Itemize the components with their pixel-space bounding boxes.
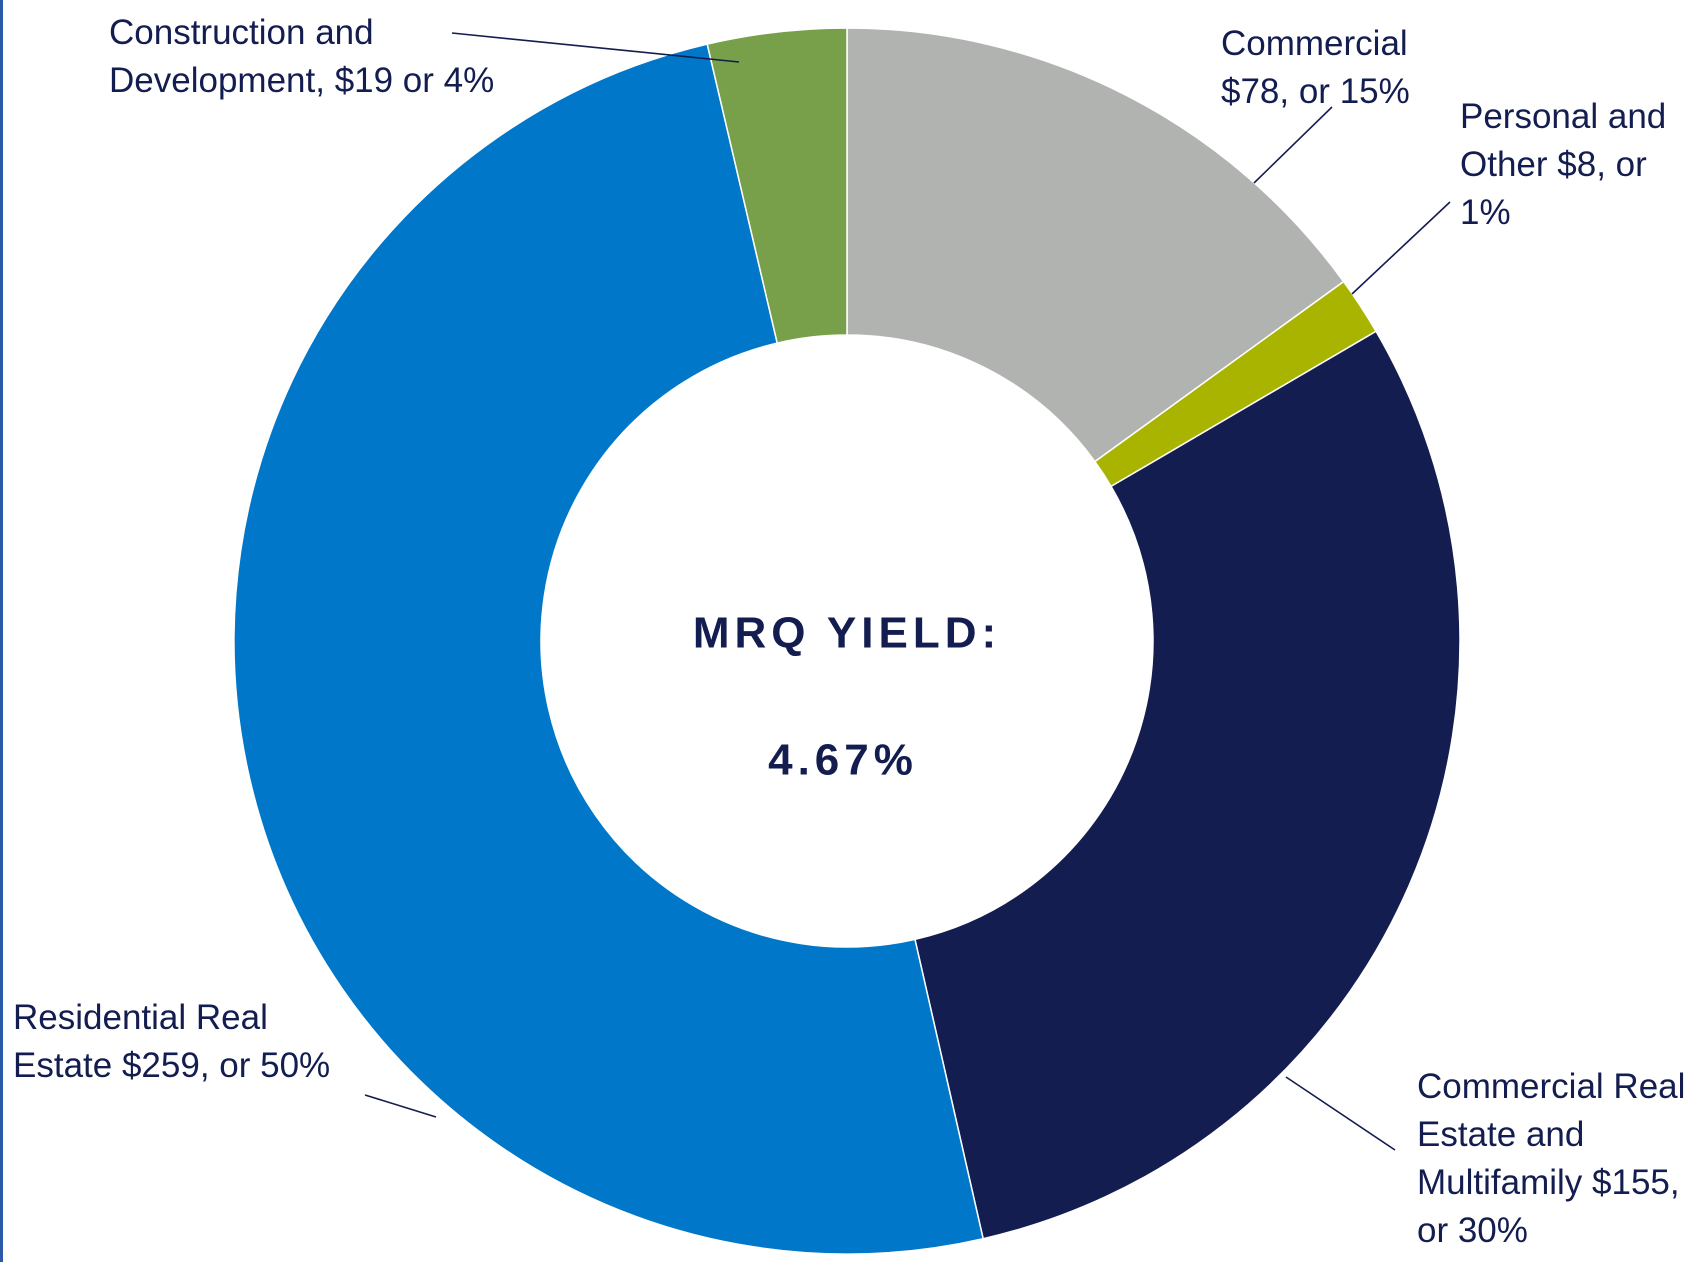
slice (846, 27, 1345, 463)
data-label: Commercial $78, or 15% (1221, 20, 1461, 116)
leader-line (451, 32, 740, 63)
value-label: $19 or 4% (334, 61, 495, 100)
leader-line (1253, 106, 1333, 184)
data-label: Personal and Other $8, or 1% (1460, 93, 1705, 237)
category-name: Commercial (1221, 24, 1408, 63)
category-name: Commercial Real Estate and Multifamily (1417, 1067, 1686, 1202)
category-name: Construction and Development, (109, 13, 374, 100)
category-name: Residential Real Estate (13, 998, 268, 1085)
slice (706, 27, 848, 344)
data-label: Construction and Development, $19 or 4% (109, 9, 539, 105)
leader-line (364, 1094, 437, 1118)
value-label: $259, or 50% (121, 1046, 331, 1085)
slices (233, 27, 1461, 1255)
value-label: $155, or 30% (1417, 1163, 1680, 1250)
value-label: $8, or 1% (1460, 145, 1647, 232)
category-name: Personal and Other (1460, 97, 1667, 184)
center-value: 4.67% (768, 736, 918, 785)
slice (233, 43, 985, 1255)
data-label: Commercial Real Estate and Multifamily $… (1417, 1063, 1707, 1255)
leader-line (1285, 1076, 1396, 1151)
value-label: $78, or 15% (1221, 72, 1410, 111)
leader-line (1351, 201, 1451, 295)
slice (914, 330, 1461, 1240)
data-label: Residential Real Estate $259, or 50% (13, 994, 373, 1090)
center-label: MRQ YIELD: (693, 609, 1001, 658)
